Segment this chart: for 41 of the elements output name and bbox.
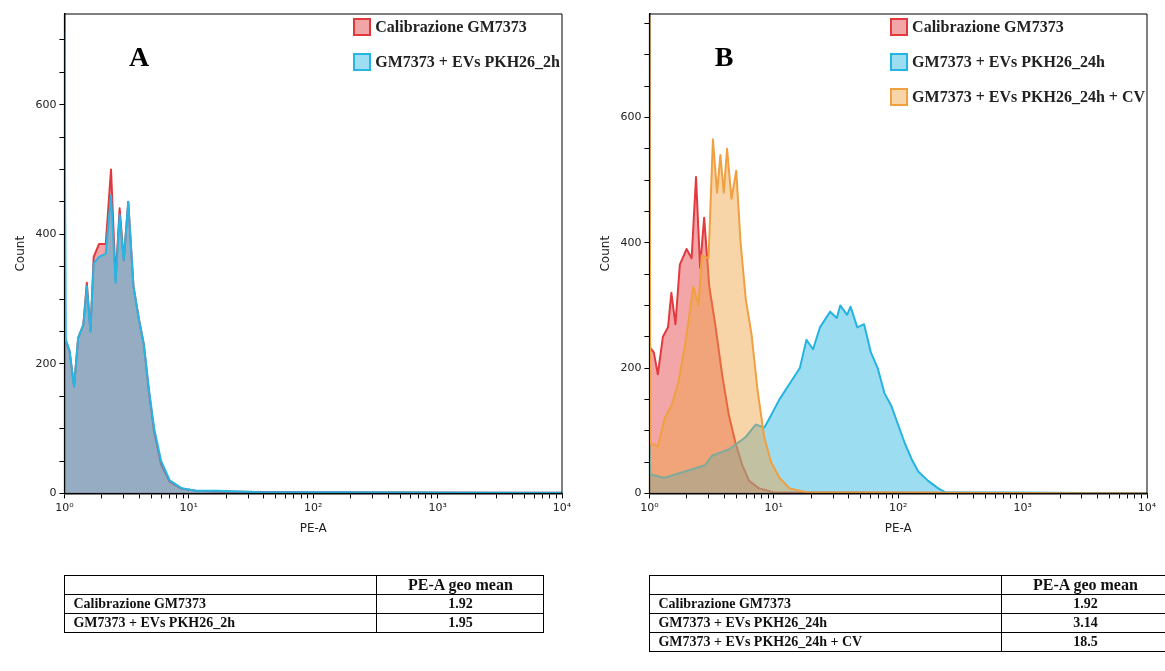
text: GM7373 + EVs PKH26_2h — [64, 613, 377, 633]
legend-label: GM7373 + EVs PKH26_2h — [375, 53, 560, 71]
text: 1.92 — [1001, 594, 1165, 614]
x-axis-title: PE-A — [299, 520, 328, 535]
text: 3.14 — [1001, 613, 1165, 633]
x-tick-label: 10¹ — [764, 500, 784, 514]
text: PE-A geo mean — [1001, 575, 1165, 595]
x-tick-label: 10⁰ — [640, 500, 660, 514]
y-tick-label: 200 — [620, 360, 642, 374]
x-tick-label: 10² — [303, 500, 323, 514]
y-tick-label: 400 — [35, 227, 57, 241]
x-tick-label: 10³ — [428, 500, 447, 514]
legend-label: Calibrazione GM7373 — [375, 18, 527, 36]
legend-label: GM7373 + EVs PKH26_24h + CV — [912, 88, 1145, 106]
legend-label: Calibrazione GM7373 — [912, 18, 1064, 36]
text: Calibrazione GM7373 — [64, 594, 377, 614]
x-tick-label: 10¹ — [179, 500, 199, 514]
y-tick-label: 0 — [634, 486, 642, 500]
x-tick-label: 10⁴ — [1137, 500, 1157, 514]
x-tick-label: 10² — [888, 500, 908, 514]
x-tick-label: 10⁴ — [552, 500, 572, 514]
y-tick-label: 200 — [35, 356, 57, 370]
y-tick-label: 600 — [35, 97, 57, 111]
text: A — [128, 41, 150, 73]
text: 1.92 — [376, 594, 544, 614]
text: 18.5 — [1001, 632, 1165, 652]
text: GM7373 + EVs PKH26_24h + CV — [649, 632, 1002, 652]
text: B — [714, 41, 734, 73]
text: PE-A geo mean — [376, 575, 544, 595]
y-tick-label: 400 — [620, 235, 642, 249]
text: 1.95 — [376, 613, 544, 633]
x-tick-label: 10⁰ — [55, 500, 75, 514]
y-tick-label: 0 — [49, 486, 57, 500]
legend-label: GM7373 + EVs PKH26_24h — [912, 53, 1105, 71]
y-axis-title: Count — [13, 235, 28, 272]
text: GM7373 + EVs PKH26_24h — [649, 613, 1002, 633]
text: Calibrazione GM7373 — [649, 594, 1002, 614]
x-axis-title: PE-A — [884, 520, 913, 535]
x-tick-label: 10³ — [1013, 500, 1032, 514]
y-axis-title: Count — [598, 235, 613, 272]
y-tick-label: 600 — [620, 110, 642, 124]
